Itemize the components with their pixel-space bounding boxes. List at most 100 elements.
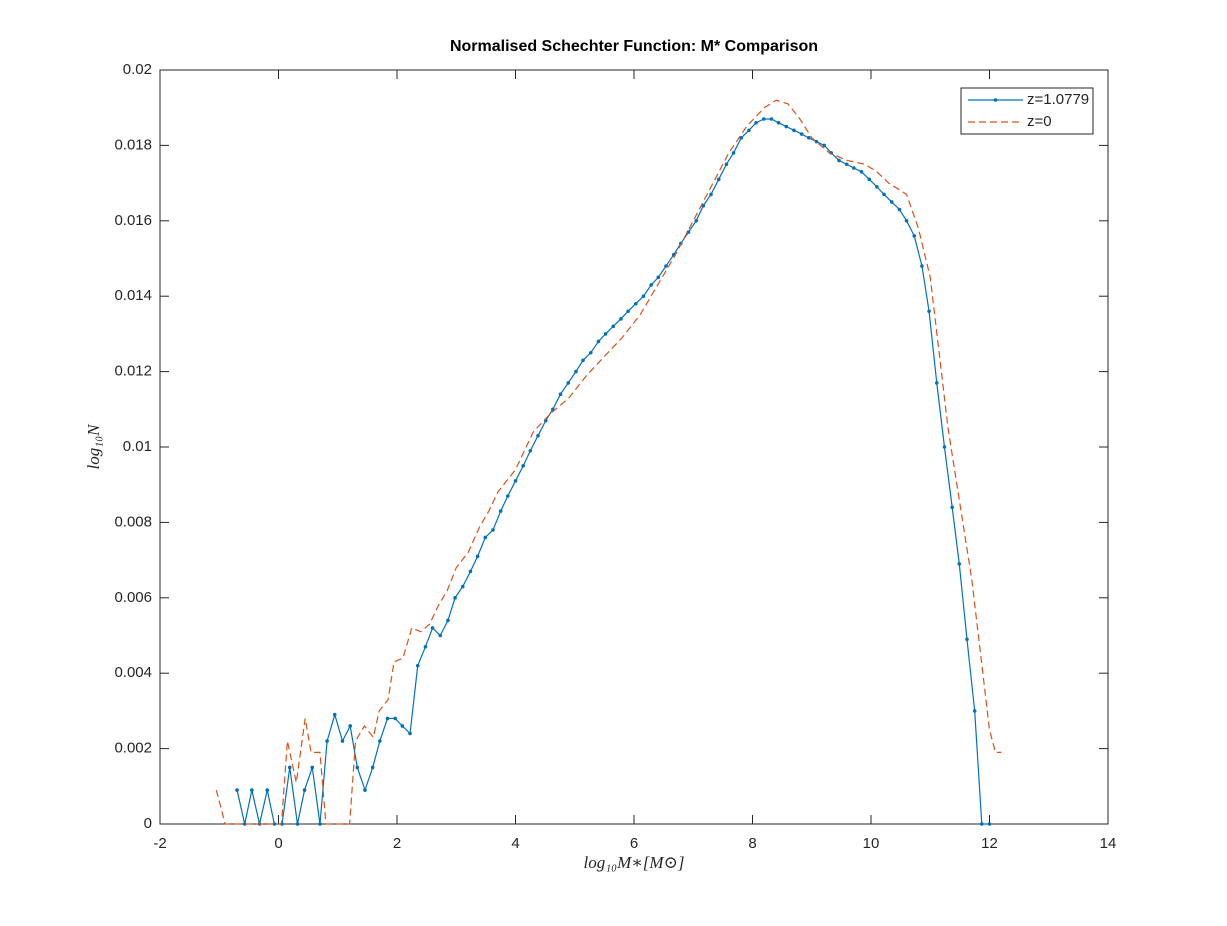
- y-tick-label: 0.006: [114, 589, 152, 606]
- series-marker: [761, 117, 766, 121]
- series-marker: [340, 739, 345, 743]
- legend: z=1.0779 z=0: [960, 87, 1094, 135]
- series-marker: [491, 528, 495, 532]
- series-marker: [505, 494, 510, 498]
- series-marker: [363, 788, 367, 792]
- series-marker: [265, 788, 270, 792]
- series-marker: [641, 294, 646, 299]
- series-marker: [574, 369, 578, 374]
- series-marker: [852, 166, 856, 170]
- series-marker: [453, 596, 457, 600]
- plot-area: [159, 69, 1109, 825]
- series-marker: [701, 203, 706, 208]
- series-marker: [875, 185, 879, 189]
- x-tick-label: 2: [393, 835, 401, 852]
- series-marker: [859, 169, 864, 174]
- series-marker: [446, 618, 450, 623]
- series-marker: [430, 626, 435, 630]
- series-marker: [235, 788, 239, 792]
- series-marker: [716, 177, 721, 182]
- series-marker: [468, 569, 473, 574]
- series-marker: [558, 392, 563, 397]
- series-marker: [792, 128, 796, 133]
- series-marker: [378, 739, 382, 743]
- series-marker: [242, 822, 247, 826]
- series-marker: [400, 724, 405, 728]
- series-marker: [385, 716, 390, 721]
- series-marker: [814, 139, 819, 144]
- series-marker: [295, 822, 300, 826]
- series-marker: [581, 358, 585, 363]
- y-tick-label: 0.014: [114, 287, 152, 304]
- series-marker: [566, 381, 571, 385]
- legend-marker: [993, 98, 998, 102]
- y-tick-label: 0: [144, 815, 152, 832]
- series-marker: [897, 207, 902, 212]
- series-marker: [611, 324, 616, 329]
- series-marker: [739, 136, 744, 140]
- y-tick-label: 0.002: [114, 740, 152, 757]
- series-marker: [822, 143, 826, 148]
- series-marker: [633, 301, 638, 306]
- series-marker: [934, 381, 939, 385]
- series-marker: [619, 317, 623, 321]
- series-marker: [626, 309, 630, 314]
- series-marker: [904, 219, 909, 223]
- series-marker: [889, 200, 894, 204]
- x-tick-label: 8: [748, 835, 756, 852]
- x-tick-label: 0: [274, 835, 282, 852]
- series-marker: [302, 788, 307, 792]
- series-marker: [784, 124, 789, 129]
- series-marker: [460, 584, 465, 589]
- series-marker: [709, 192, 713, 197]
- series-marker: [332, 712, 337, 717]
- chart-title: Normalised Schechter Function: M* Compar…: [450, 38, 818, 55]
- series-marker: [656, 275, 661, 280]
- series-marker: [272, 822, 277, 826]
- series-marker: [318, 822, 322, 826]
- series-marker: [483, 535, 488, 540]
- series-marker: [927, 309, 931, 314]
- series-line: [215, 99, 1002, 825]
- series-marker: [596, 339, 601, 344]
- series-marker: [979, 822, 984, 826]
- series-marker: [754, 120, 758, 125]
- x-tick-label: 4: [511, 835, 519, 852]
- y-tick-label: 0.008: [114, 513, 152, 530]
- series-marker: [912, 234, 917, 238]
- legend-label: z=0: [1027, 113, 1052, 130]
- series-marker: [423, 645, 428, 649]
- series-marker: [950, 505, 954, 510]
- legend-box: [960, 87, 1094, 135]
- series-marker: [355, 765, 360, 770]
- y-tick-label: 0.01: [123, 438, 152, 455]
- series-marker: [287, 765, 292, 770]
- series-marker: [686, 230, 691, 234]
- series-marker: [649, 283, 653, 287]
- series-marker: [694, 219, 699, 223]
- series-marker: [438, 633, 443, 638]
- series-marker: [724, 162, 729, 167]
- series-marker: [972, 709, 977, 713]
- series-marker: [806, 136, 811, 140]
- y-axis-label: log₁₀N: [84, 423, 103, 470]
- series-marker: [987, 822, 992, 826]
- series-marker: [920, 264, 924, 268]
- series-marker: [882, 192, 886, 197]
- series-marker: [603, 332, 608, 336]
- series-marker: [965, 637, 969, 642]
- series-marker: [498, 509, 503, 513]
- series-marker: [528, 448, 533, 453]
- series-marker: [837, 158, 841, 163]
- series-marker: [415, 663, 420, 668]
- y-tick-label: 0.016: [114, 212, 152, 229]
- series-marker: [588, 350, 593, 355]
- series-marker: [310, 765, 315, 770]
- series-marker: [844, 162, 849, 167]
- series-marker: [776, 120, 781, 125]
- series-marker: [731, 151, 736, 155]
- series-marker: [393, 716, 398, 721]
- series-marker: [513, 479, 518, 483]
- series-marker: [521, 464, 526, 468]
